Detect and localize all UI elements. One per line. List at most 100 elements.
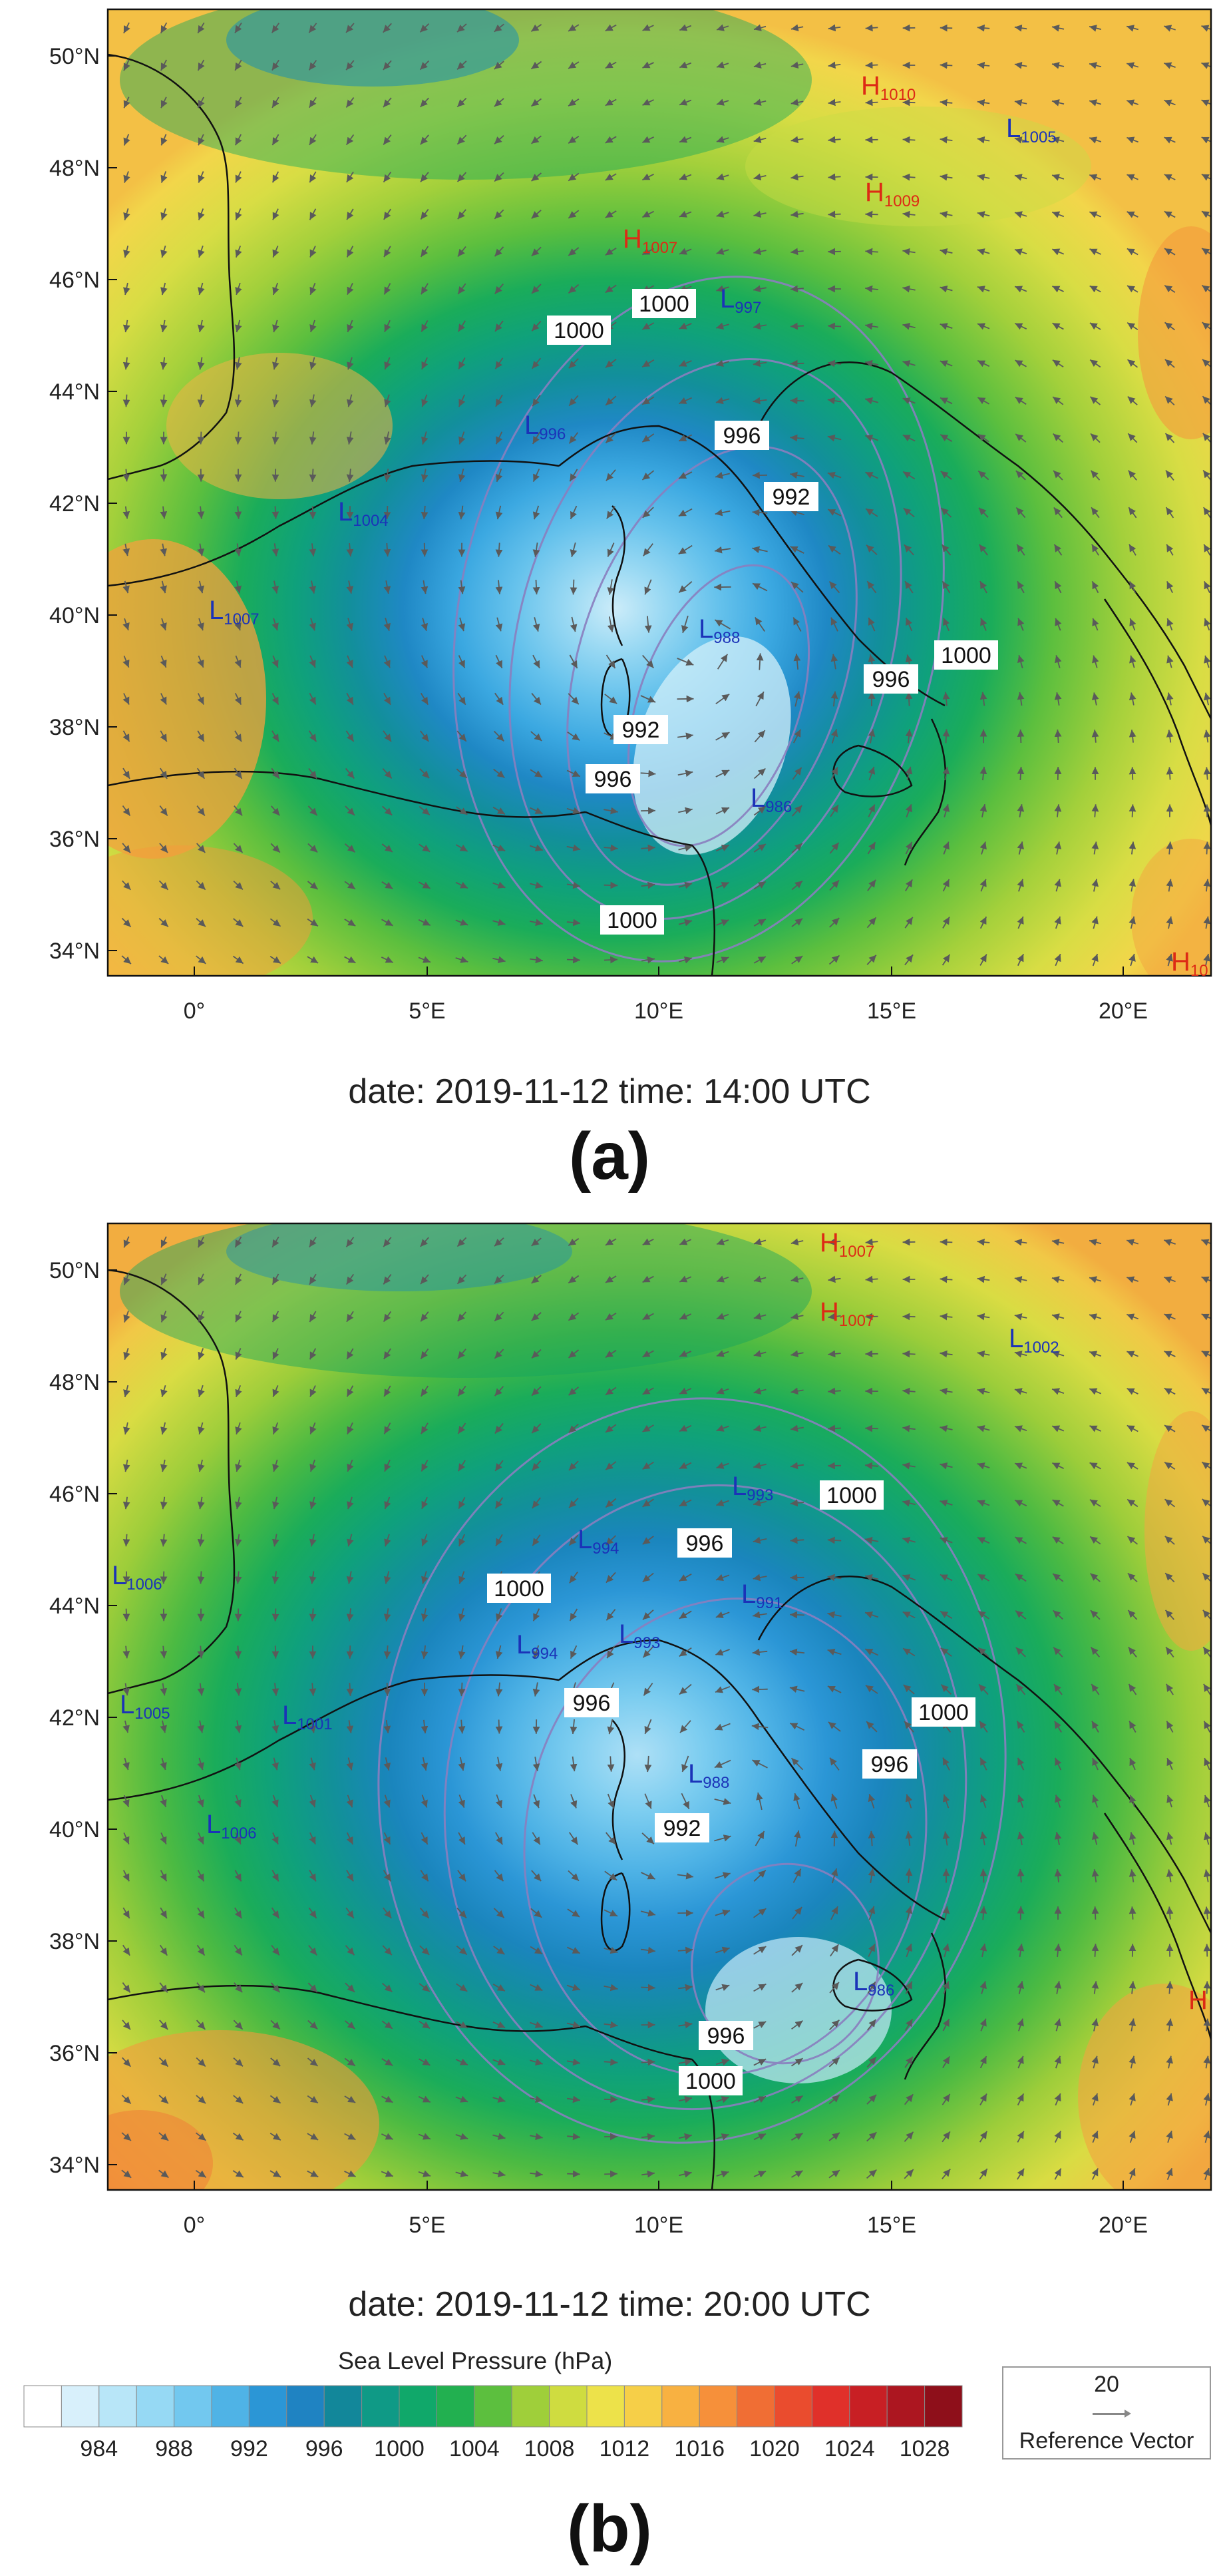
wind-vector (678, 434, 693, 442)
wind-vector (641, 470, 655, 481)
wind-vector (307, 843, 318, 853)
wind-vector (122, 843, 131, 853)
wind-vector (641, 322, 655, 330)
wind-vector (1089, 1239, 1102, 1246)
wind-vector (1091, 692, 1099, 706)
wind-vector (642, 1350, 654, 1358)
wind-vector (494, 283, 504, 295)
wind-vector (1165, 470, 1174, 481)
wind-vector (940, 1350, 953, 1358)
wind-vector (197, 543, 205, 556)
wind-vector (1091, 580, 1099, 594)
wind-vector (753, 210, 767, 218)
wind-vector (570, 616, 578, 632)
wind-vector (271, 655, 279, 668)
wind-vector (790, 1313, 804, 1321)
wind-vector (1017, 916, 1024, 929)
wind-vector (234, 580, 242, 594)
wind-vector (605, 136, 617, 144)
colorbar (23, 2385, 963, 2428)
wind-vector (1166, 618, 1174, 631)
wind-vector (753, 1238, 767, 1245)
wind-vector (531, 692, 542, 706)
wind-vector (829, 917, 840, 928)
wind-vector (828, 1238, 841, 1246)
wind-vector (383, 692, 391, 706)
wind-vector (197, 693, 205, 705)
colorbar-tick-label: 1000 (374, 2436, 425, 2462)
panel-a-lon-tick: 10°E (634, 998, 683, 1024)
wind-vector (1202, 469, 1211, 481)
wind-vector (383, 134, 392, 145)
wind-vector (1129, 692, 1136, 706)
wind-vector (531, 1237, 542, 1247)
wind-vector (753, 322, 767, 330)
wind-vector (1166, 655, 1174, 668)
wind-vector (1014, 174, 1027, 181)
wind-vector (1017, 804, 1025, 817)
wind-vector (234, 394, 242, 407)
wind-vector (197, 506, 205, 519)
wind-vector (568, 61, 580, 69)
wind-vector (421, 655, 429, 668)
panel-b-lat-tick: 46°N (49, 1482, 100, 1507)
wind-vector (1051, 174, 1065, 181)
wind-vector (977, 211, 990, 218)
wind-vector (752, 582, 768, 592)
wind-vector (1128, 470, 1137, 481)
wind-vector (531, 320, 542, 332)
wind-vector (570, 505, 578, 520)
wind-vector (716, 210, 729, 218)
panel-a-high-marker: H10 (1171, 947, 1208, 980)
wind-vector (234, 357, 242, 370)
wind-vector (1091, 953, 1099, 966)
wind-vector (642, 507, 654, 519)
wind-vector (346, 1645, 354, 1659)
wind-vector (270, 881, 281, 890)
wind-vector (1202, 359, 1211, 368)
wind-vector (419, 843, 431, 853)
wind-vector (345, 767, 355, 779)
wind-vector (1051, 136, 1065, 144)
wind-vector (271, 580, 279, 594)
colorbar-swatch (623, 2385, 663, 2428)
reference-vector-label: Reference Vector (1019, 2428, 1194, 2454)
panel-b-letter: (b) (567, 2491, 652, 2566)
wind-vector (346, 580, 354, 594)
panel-a-letter: (a) (568, 1119, 651, 1193)
wind-vector (1014, 61, 1027, 69)
wind-vector (1014, 248, 1027, 256)
wind-vector (753, 24, 767, 31)
wind-vector (642, 99, 654, 106)
wind-vector (905, 729, 913, 744)
wind-vector (235, 208, 242, 220)
wind-vector (1127, 396, 1138, 405)
wind-vector (234, 1236, 242, 1248)
panel-b-lat-tick: 42°N (49, 1705, 100, 1731)
wind-vector (271, 1608, 279, 1621)
panel-a-low-marker: L1007 (209, 596, 260, 628)
wind-vector (1054, 953, 1061, 966)
wind-vector (902, 471, 916, 480)
wind-vector (868, 617, 876, 632)
wind-vector (716, 1350, 729, 1357)
wind-vector (1014, 1313, 1027, 1321)
wind-vector (1203, 841, 1211, 855)
wind-vector (346, 618, 353, 631)
wind-vector (1203, 507, 1211, 519)
panel-a-low-marker: L1005 (1006, 114, 1057, 146)
wind-vector (1051, 1351, 1065, 1358)
wind-vector (830, 691, 838, 707)
wind-vector (568, 1312, 580, 1321)
panel-b-contour-label: 996 (573, 1691, 611, 1716)
wind-vector (865, 285, 878, 293)
wind-vector (160, 767, 168, 779)
wind-vector (567, 732, 580, 741)
wind-vector (531, 246, 542, 257)
panel-b-contour-label: 996 (871, 1752, 909, 1777)
wind-vector (1092, 655, 1099, 668)
wind-vector (160, 394, 168, 407)
wind-vector (1203, 544, 1211, 556)
wind-vector (678, 881, 693, 889)
wind-vector (234, 692, 242, 706)
